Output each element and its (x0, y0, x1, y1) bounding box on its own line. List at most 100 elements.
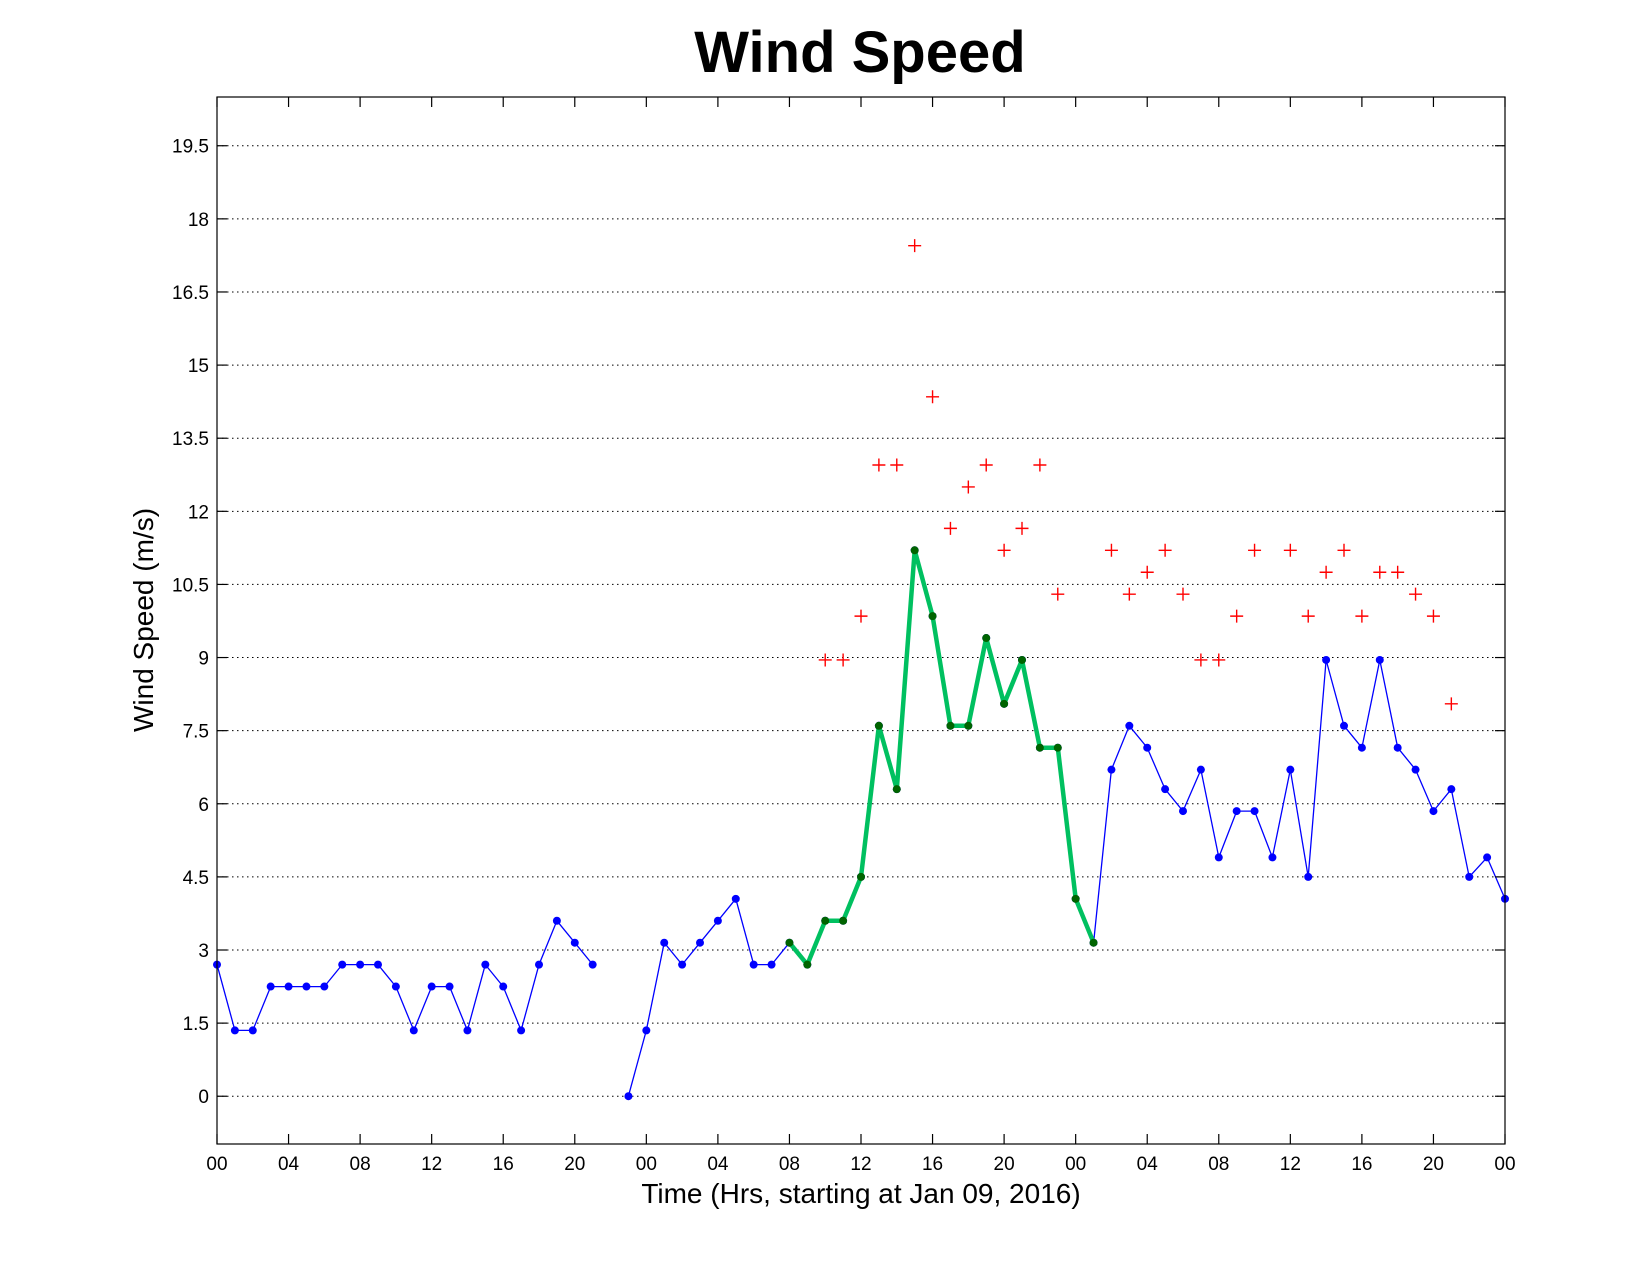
x-tick-label: 08 (1208, 1154, 1229, 1175)
wind-speed-point (1286, 765, 1295, 774)
gust-marker (1444, 697, 1458, 711)
highlight-point (982, 634, 991, 643)
wind-speed-point (302, 982, 311, 991)
x-tick-label: 12 (850, 1154, 871, 1175)
wind-speed-point (624, 1092, 633, 1101)
wind-speed-point (1447, 785, 1456, 794)
x-tick-label: 00 (1065, 1154, 1086, 1175)
wind-speed-point (517, 1026, 526, 1035)
wind-speed-point (588, 960, 597, 969)
x-tick-label: 16 (922, 1154, 943, 1175)
gust-marker (908, 239, 922, 253)
x-tick-label: 12 (421, 1154, 442, 1175)
wind-speed-point (642, 1026, 651, 1035)
gust-marker (1373, 565, 1387, 579)
gust-marker (1230, 609, 1244, 623)
x-axis-tick-labels: 00 04 08 12 16 20 00 04 08 12 16 20 00 04 08 12 16 20 00 (206, 1154, 1515, 1175)
wind-speed-point (481, 960, 490, 969)
wind-speed-point (463, 1026, 472, 1035)
y-tick-label: 9 (198, 649, 209, 670)
gust-marker (997, 543, 1011, 557)
highlight-point (803, 960, 812, 969)
x-tick-label: 04 (707, 1154, 729, 1175)
wind-speed-point (535, 960, 543, 969)
wind-speed-point (374, 960, 382, 969)
y-axis-tick-labels: 0 1.5 3 4.5 6 7.5 9 10.5 12 13.5 15 16.5 18 19.5 (172, 137, 209, 1108)
y-tick-label: 19.5 (172, 137, 209, 158)
highlight-point (1053, 743, 1062, 752)
y-tick-label: 10.5 (172, 575, 209, 596)
y-axis-label: Wind Speed (m/s) (128, 508, 159, 732)
gust-marker (1426, 609, 1440, 623)
x-tick-label: 00 (206, 1154, 227, 1175)
wind-speed-point (445, 982, 454, 991)
y-tick-label: 6 (198, 795, 209, 816)
wind-speed-point (1465, 872, 1474, 881)
wind-speed-point (678, 960, 687, 969)
y-tick-label: 16.5 (172, 283, 209, 304)
y-tick-label: 4.5 (183, 868, 209, 889)
highlight-point (964, 721, 973, 730)
wind-speed-point (552, 916, 561, 925)
wind-speed-point (230, 1026, 239, 1035)
wind-speed-point (1483, 853, 1492, 862)
wind-speed-point (1429, 807, 1438, 816)
plot-series (213, 239, 1509, 1101)
wind-speed-point (696, 938, 704, 947)
wind-speed-point (320, 982, 329, 991)
highlight-point (857, 872, 865, 881)
y-tick-label: 13.5 (172, 429, 209, 450)
highlight-point (839, 916, 848, 925)
wind-speed-point (1375, 655, 1384, 664)
gust-marker (1409, 587, 1423, 601)
highlight-point (910, 546, 919, 555)
highlight-point (1071, 894, 1080, 903)
x-tick-label: 20 (1423, 1154, 1444, 1175)
gust-marker (1176, 587, 1190, 601)
x-tick-label: 16 (1351, 1154, 1372, 1175)
wind-speed-point (1214, 853, 1223, 862)
x-axis-label: Time (Hrs, starting at Jan 09, 2016) (641, 1178, 1080, 1209)
y-tick-label: 12 (188, 502, 209, 523)
wind-speed-point (409, 1026, 418, 1035)
wind-speed-point (731, 894, 740, 903)
gust-marker (926, 390, 940, 404)
highlight-point (1000, 699, 1009, 708)
gust-marker (1051, 587, 1065, 601)
x-tick-label: 04 (278, 1154, 300, 1175)
gust-marker (1355, 609, 1369, 623)
wind-speed-point (427, 982, 436, 991)
gust-marker (961, 480, 975, 494)
gust-marker (1104, 543, 1118, 557)
y-tick-label: 7.5 (183, 722, 209, 743)
highlight-point (1089, 938, 1098, 947)
gust-marker (943, 521, 957, 535)
highlight-point (821, 916, 830, 925)
wind-speed-point (1357, 743, 1366, 752)
wind-speed-point (1232, 807, 1241, 816)
gust-marker (1283, 543, 1297, 557)
x-tick-label: 20 (994, 1154, 1015, 1175)
y-tick-label: 15 (188, 356, 209, 377)
wind-speed-point (1125, 721, 1134, 730)
wind-speed-point (356, 960, 365, 969)
highlight-point (874, 721, 883, 730)
wind-speed-point (1304, 872, 1313, 881)
y-tick-label: 3 (198, 941, 209, 962)
x-tick-label: 00 (1494, 1154, 1515, 1175)
highlight-point (785, 938, 794, 947)
wind-speed-point (1107, 765, 1116, 774)
gust-marker (854, 609, 868, 623)
x-tick-label: 08 (779, 1154, 800, 1175)
gust-marker (1248, 543, 1262, 557)
x-tick-label: 20 (564, 1154, 585, 1175)
wind-speed-point (1179, 807, 1187, 816)
chart-title: Wind Speed (694, 20, 1025, 85)
gust-marker (872, 458, 886, 472)
wind-speed-point (570, 938, 579, 947)
x-tick-label: 04 (1137, 1154, 1159, 1175)
wind-speed-point (713, 916, 722, 925)
gust-marker (1015, 521, 1029, 535)
y-tick-label: 1.5 (183, 1014, 209, 1035)
highlight-point (1018, 655, 1026, 664)
